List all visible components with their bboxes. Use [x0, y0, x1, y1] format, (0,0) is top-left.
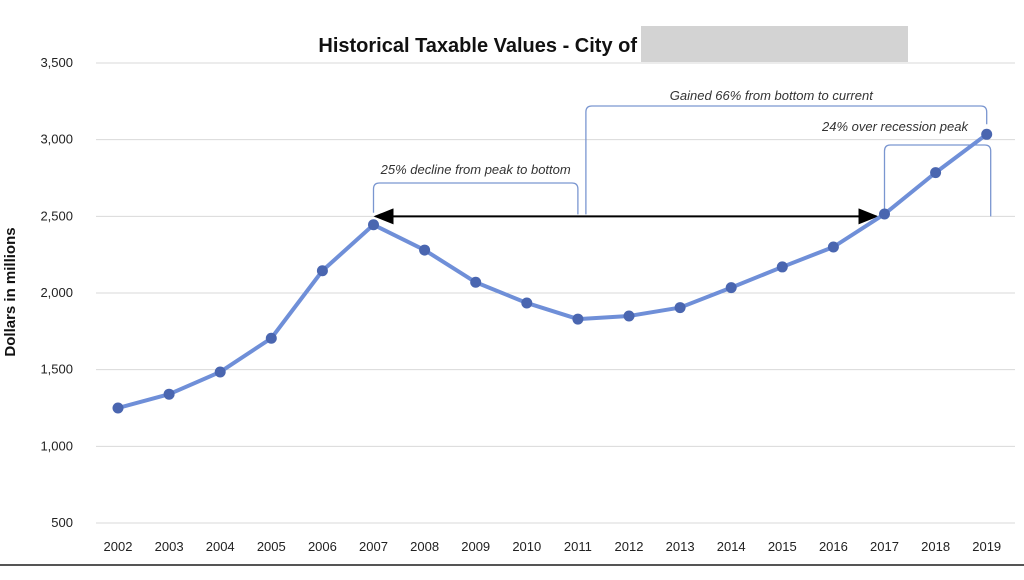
x-tick-label: 2002 [104, 539, 133, 554]
bracket-decline [372, 182, 579, 215]
data-point [419, 244, 431, 256]
x-tick-label: 2005 [257, 539, 286, 554]
x-tick-label: 2008 [410, 539, 439, 554]
data-point [470, 276, 482, 288]
data-point [879, 208, 890, 220]
data-point [521, 297, 533, 309]
annotations: 25% decline from peak to bottom Gained 66… [372, 88, 992, 225]
x-tick-label: 2004 [206, 539, 235, 554]
y-tick-label: 3,000 [40, 132, 73, 147]
data-point [572, 313, 584, 325]
y-tick-label: 2,500 [40, 208, 73, 223]
data-point [265, 332, 277, 344]
chart-title: Historical Taxable Values - City of [318, 35, 637, 57]
data-point [163, 388, 175, 400]
annotation-gain: Gained 66% from bottom to current [670, 88, 874, 103]
data-point [214, 366, 226, 378]
axes: 500 1,000 1,500 2,000 2,500 3,000 3,500 2002 200… [0, 55, 1024, 566]
data-point [827, 241, 839, 253]
x-tick-label: 2013 [666, 539, 695, 554]
data-point [623, 310, 635, 322]
redacted-block [641, 26, 908, 62]
x-tick-label: 2016 [819, 539, 848, 554]
data-point [112, 402, 124, 414]
y-axis-label: Dollars in millions [2, 227, 19, 356]
data-point [368, 219, 379, 231]
y-tick-label: 500 [51, 515, 73, 530]
data-point [725, 282, 737, 294]
annotation-decline: 25% decline from peak to bottom [380, 162, 571, 177]
data-point [981, 128, 993, 140]
x-tick-label: 2003 [155, 539, 184, 554]
annotation-over-peak: 24% over recession peak [821, 119, 969, 134]
y-tick-label: 1,500 [40, 362, 73, 377]
x-tick-label: 2010 [512, 539, 541, 554]
y-tick-label: 1,000 [40, 438, 73, 453]
bracket-gain [585, 105, 988, 215]
data-point [776, 261, 788, 273]
x-tick-label: 2014 [717, 539, 746, 554]
bracket-over-peak [883, 144, 992, 217]
x-tick-label: 2006 [308, 539, 337, 554]
x-tick-label: 2018 [921, 539, 950, 554]
y-tick-label: 3,500 [40, 55, 73, 70]
series-line [117, 132, 988, 410]
data-point [674, 302, 686, 314]
y-tick-label: 2,000 [40, 285, 73, 300]
x-tick-label: 2011 [564, 539, 592, 554]
x-tick-label: 2012 [615, 539, 644, 554]
series [112, 128, 993, 414]
x-tick-label: 2019 [972, 539, 1001, 554]
x-tick-label: 2007 [359, 539, 388, 554]
x-tick-label: 2017 [870, 539, 899, 554]
x-tick-label: 2015 [768, 539, 797, 554]
data-point [316, 265, 328, 277]
x-tick-label: 2009 [461, 539, 490, 554]
data-point [930, 167, 942, 179]
